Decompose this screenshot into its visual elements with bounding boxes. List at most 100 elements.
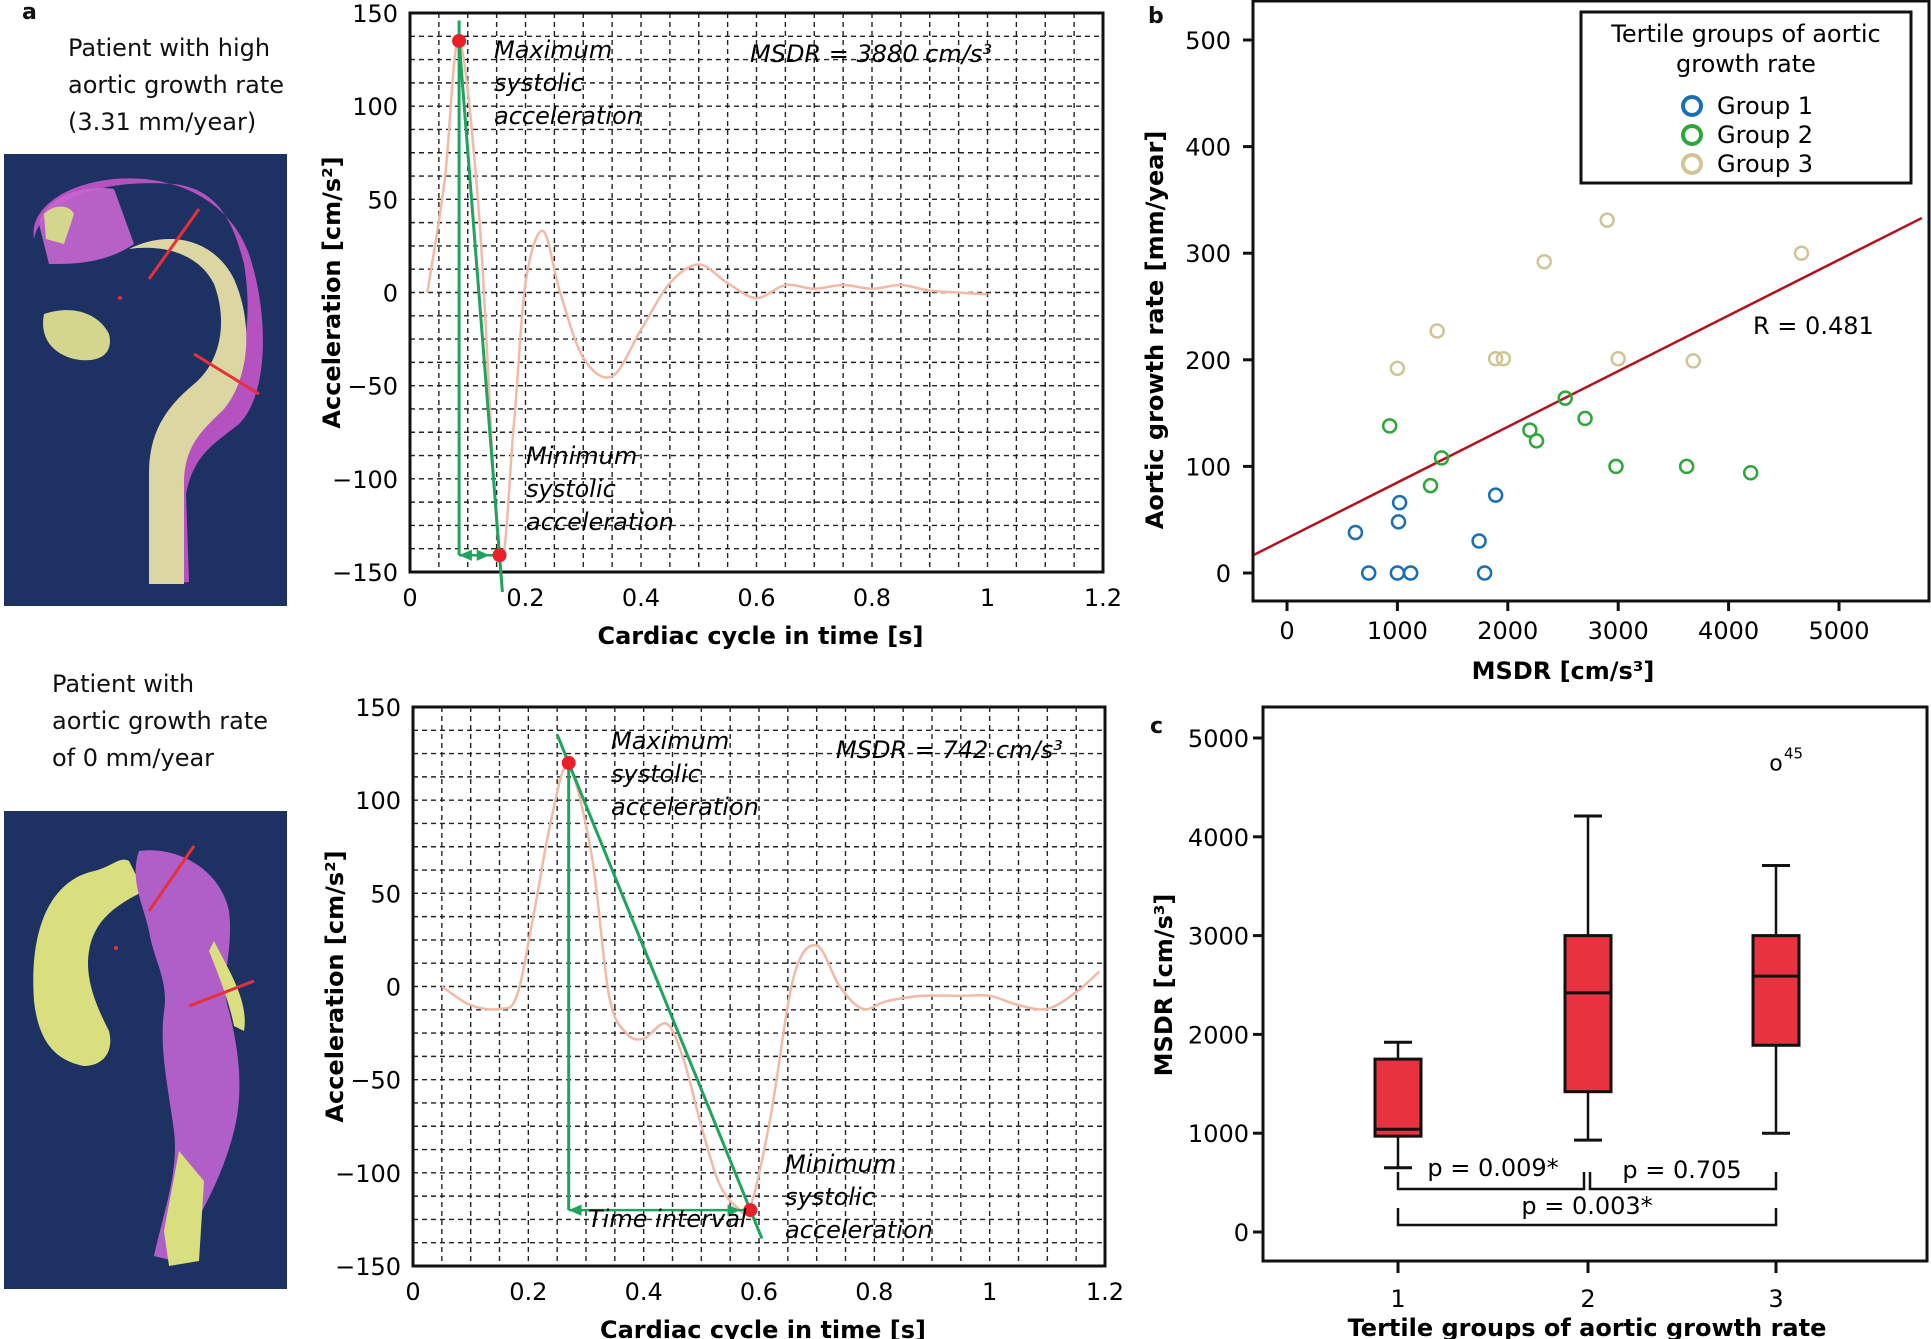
- caption-line: Patient with high: [68, 34, 271, 62]
- max-acceleration-marker: [561, 755, 576, 770]
- data-point-group-3: [1610, 350, 1626, 367]
- max-annotation: Maximum: [611, 727, 729, 755]
- y-tick-label: 200: [1185, 347, 1231, 375]
- x-tick-label: 3: [1768, 1285, 1783, 1313]
- data-point-group-1: [1487, 487, 1504, 503]
- caption-line: (3.31 mm/year): [68, 108, 257, 136]
- data-point-group-3: [1495, 350, 1512, 367]
- bracket-2-3: [1588, 1172, 1778, 1191]
- y-tick-label: 2000: [1188, 1021, 1249, 1049]
- bottom-patient-caption: Patient with aortic growth rate of 0 mm/…: [52, 666, 268, 777]
- box-iqr: [1373, 1057, 1423, 1138]
- box-group-1: [1373, 1040, 1423, 1170]
- box-group-3: [1751, 863, 1801, 1135]
- legend-label: Group 3: [1717, 150, 1813, 178]
- x-tick-label: 2: [1580, 1285, 1595, 1313]
- data-point-group-1: [1347, 524, 1364, 541]
- y-tick-label: 0: [383, 280, 398, 308]
- x-tick-label: 3000: [1588, 617, 1649, 645]
- data-point-group-3: [1389, 360, 1406, 377]
- x-axis-title: MSDR [cm/s³]: [1472, 657, 1655, 685]
- chart-a-top: 0 0.2 0.4 0.6 0.8 1 1.2 150 100 50 0 −50 −100 −150 Car…: [318, 0, 1122, 650]
- top-patient-caption: Patient with high aortic growth rate (3.…: [68, 30, 284, 141]
- x-tick-label: 0: [402, 584, 417, 612]
- data-point-group-3: [1685, 353, 1702, 369]
- data-point-group-2: [1381, 418, 1398, 434]
- bracket-1-2: [1396, 1172, 1586, 1191]
- x-tick-label: 1: [980, 584, 995, 612]
- acceleration-curve: [426, 39, 988, 561]
- data-point-group-2: [1433, 450, 1450, 466]
- arrowhead-left: [459, 549, 472, 561]
- p-value-1-3: p = 0.003*: [1521, 1192, 1652, 1220]
- min-acceleration-marker: [492, 548, 507, 563]
- x-tick-label: 2000: [1477, 617, 1538, 645]
- y-tick-label: −50: [350, 1067, 401, 1095]
- y-tick-label: 300: [1185, 240, 1231, 268]
- max-annotation: acceleration: [494, 102, 642, 130]
- min-annotation: systolic: [785, 1183, 875, 1211]
- data-point-group-3: [1487, 350, 1504, 367]
- legend-marker-group-1: [1681, 95, 1703, 117]
- y-tick-label: 500: [1185, 27, 1231, 55]
- max-acceleration-marker: [452, 33, 467, 48]
- arrowhead-left: [568, 1204, 582, 1216]
- y-tick-label: −100: [332, 466, 398, 494]
- y-tick-label: 0: [386, 974, 401, 1002]
- y-axis-title: Acceleration [cm/s²]: [318, 156, 346, 428]
- chart-b: 0 1000 2000 3000 4000 5000 0 100 200 300 400 500 MSD…: [1141, 0, 1931, 685]
- y-tick-label: 150: [352, 0, 398, 28]
- caption-line: of 0 mm/year: [52, 744, 215, 772]
- chart-a-bottom: 0 0.2 0.4 0.6 0.8 1 1.2 150 100 50 0 −50 −100 −150 Car…: [321, 694, 1124, 1339]
- y-tick-label: 100: [352, 93, 398, 121]
- correlation-label: R = 0.481: [1753, 312, 1874, 340]
- plot-frame: [1261, 705, 1929, 1263]
- data-point-group-2: [1608, 458, 1624, 475]
- data-point-group-1: [1471, 533, 1487, 549]
- box-iqr: [1751, 934, 1801, 1047]
- aorta-image-high-growth: [4, 154, 287, 606]
- legend-label: Group 2: [1717, 121, 1813, 149]
- x-tick-label: 0.8: [855, 1278, 893, 1306]
- outlier-label: 45: [1784, 745, 1803, 763]
- arrowhead-right: [727, 1204, 741, 1216]
- y-tick-label: 100: [355, 787, 401, 815]
- data-point-group-2: [1742, 465, 1759, 481]
- y-tick-label: −100: [335, 1160, 401, 1188]
- y-tick-label: −150: [332, 559, 398, 587]
- data-point-group-2: [1557, 390, 1573, 406]
- min-annotation: Minimum: [526, 442, 637, 470]
- min-annotation: acceleration: [526, 508, 674, 536]
- plot-frame: [408, 11, 1105, 574]
- caption-line: Patient with: [52, 670, 195, 698]
- caption-line: aortic growth rate: [52, 707, 269, 735]
- data-point-group-3: [1793, 245, 1810, 261]
- x-axis-title: Cardiac cycle in time [s]: [597, 622, 923, 650]
- data-point-group-1: [1402, 565, 1419, 581]
- y-tick-label: −50: [347, 373, 398, 401]
- data-point-group-3: [1536, 253, 1552, 270]
- x-tick-label: 1.2: [1086, 1278, 1124, 1306]
- p-value-1-2: p = 0.009*: [1427, 1154, 1558, 1182]
- legend-label: Group 1: [1717, 92, 1813, 120]
- x-tick-label: 1: [982, 1278, 997, 1306]
- data-point-group-3: [1429, 323, 1445, 339]
- x-tick-label: 1000: [1367, 617, 1428, 645]
- max-annotation: Maximum: [494, 36, 612, 64]
- box-group-2: [1563, 814, 1613, 1142]
- regression-line: [1253, 216, 1923, 556]
- y-tick-label: 50: [370, 880, 401, 908]
- max-annotation: systolic: [611, 760, 701, 788]
- data-point-group-2: [1678, 458, 1695, 475]
- arrowhead-right: [476, 549, 490, 561]
- msdr-annotation: MSDR = 3880 cm/s³: [750, 40, 992, 68]
- data-point-group-2: [1522, 422, 1538, 438]
- legend-marker-group-3: [1681, 153, 1703, 175]
- y-tick-label: 0: [1216, 560, 1231, 588]
- panel-c-letter: c: [1150, 714, 1164, 739]
- x-tick-label: 0.8: [853, 584, 891, 612]
- data-point-group-2: [1422, 477, 1439, 494]
- data-point-group-1: [1390, 514, 1407, 530]
